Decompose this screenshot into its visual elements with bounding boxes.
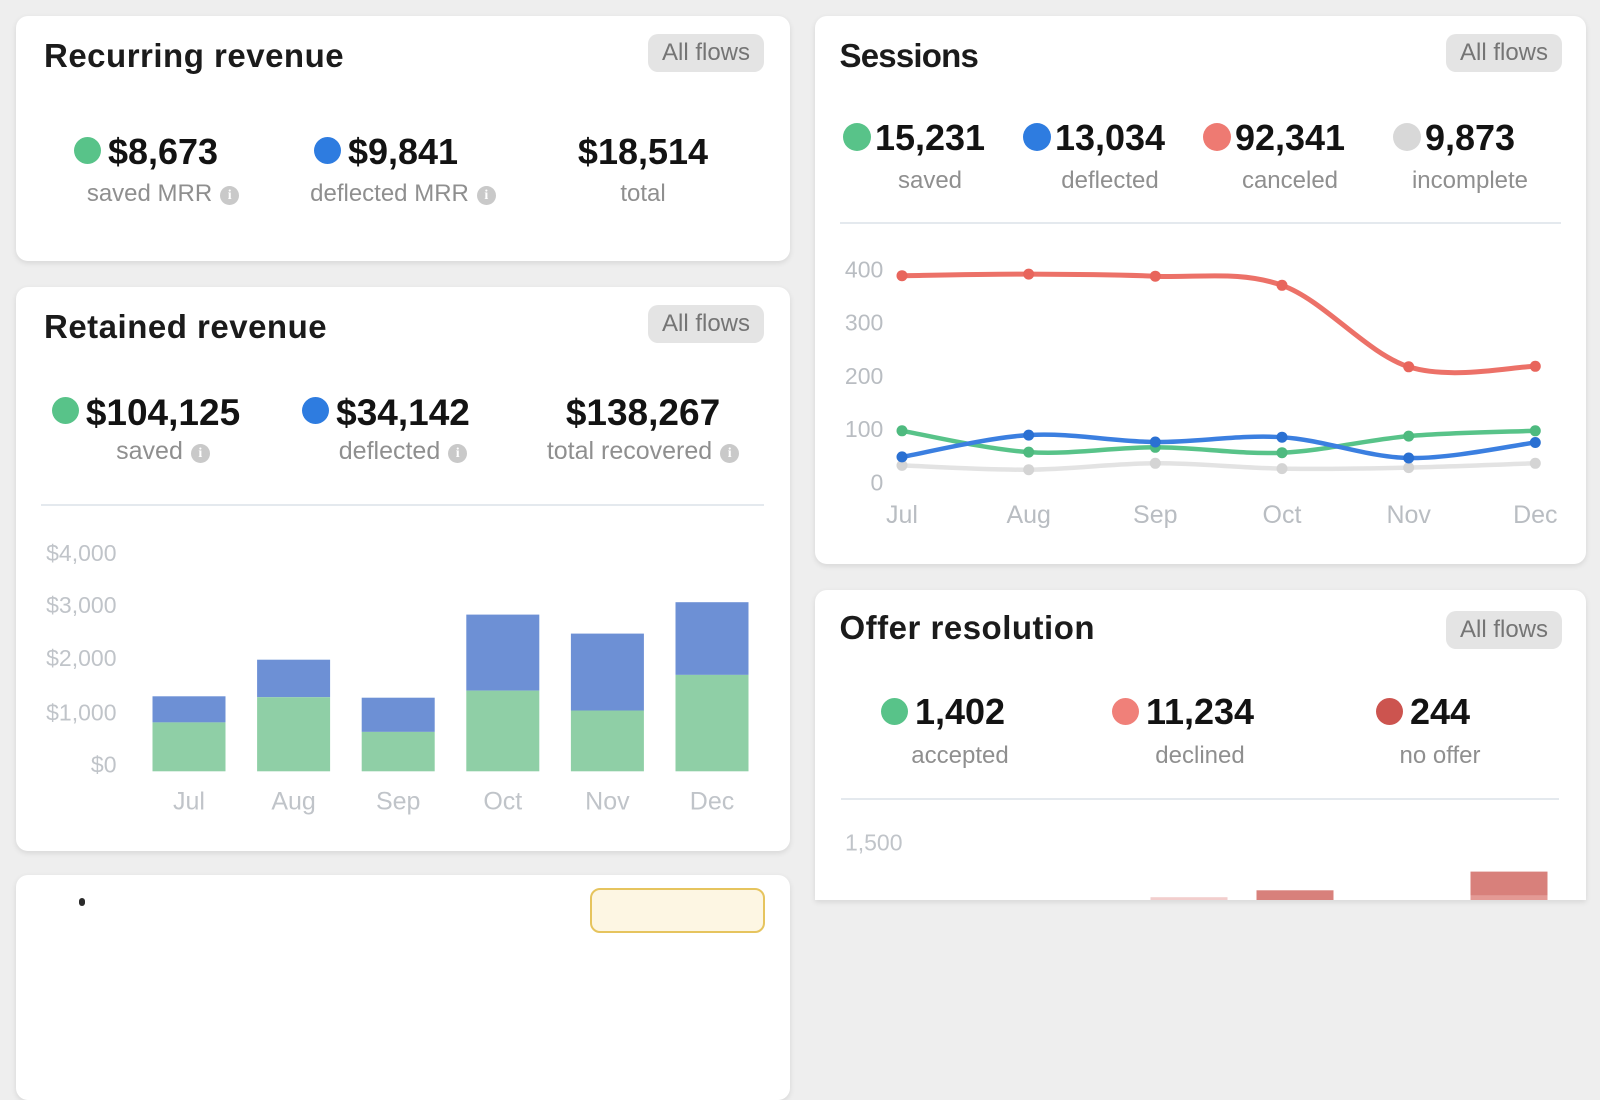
- svg-text:1,500: 1,500: [845, 830, 903, 856]
- svg-text:Dec: Dec: [1513, 501, 1557, 529]
- svg-text:200: 200: [845, 363, 883, 389]
- svg-text:0: 0: [871, 470, 884, 496]
- svg-text:$1,000: $1,000: [46, 699, 116, 725]
- svg-text:Oct: Oct: [483, 787, 522, 815]
- svg-text:$2,000: $2,000: [46, 645, 116, 671]
- svg-text:Dec: Dec: [690, 787, 734, 815]
- svg-text:300: 300: [845, 310, 883, 336]
- svg-text:100: 100: [845, 416, 883, 442]
- svg-text:Nov: Nov: [585, 787, 630, 815]
- svg-text:Oct: Oct: [1263, 501, 1302, 529]
- svg-text:Sep: Sep: [376, 787, 420, 815]
- svg-text:Aug: Aug: [271, 787, 315, 815]
- svg-text:400: 400: [845, 256, 883, 282]
- svg-text:Aug: Aug: [1006, 501, 1050, 529]
- svg-text:Jul: Jul: [886, 501, 918, 529]
- svg-text:Sep: Sep: [1133, 501, 1177, 529]
- svg-text:Nov: Nov: [1386, 501, 1431, 529]
- svg-text:$3,000: $3,000: [46, 592, 116, 618]
- svg-text:$0: $0: [91, 752, 117, 778]
- svg-text:$4,000: $4,000: [46, 540, 116, 566]
- svg-text:Jul: Jul: [173, 787, 205, 815]
